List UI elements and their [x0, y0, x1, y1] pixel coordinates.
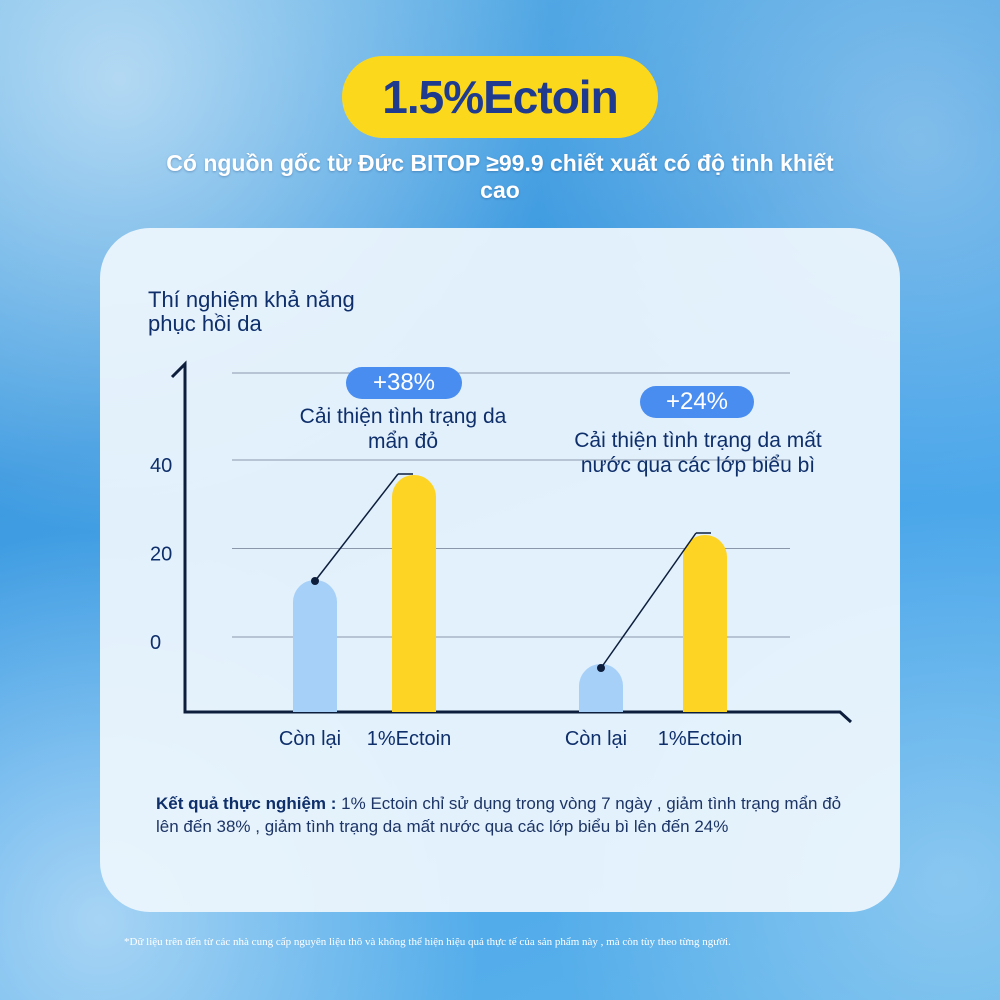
result-body: 1% Ectoin chỉ sử dụng trong vòng 7 ngày … — [156, 794, 842, 836]
connector-line — [314, 473, 399, 582]
annotation-1: Cải thiện tình trạng da mẩn đỏ — [299, 405, 507, 453]
y-tick-label: 40 — [150, 455, 172, 477]
annotation-2: Cải thiện tình trạng da mất nước qua các… — [574, 429, 822, 477]
result-text: Kết quả thực nghiệm : 1% Ectoin chỉ sử d… — [156, 792, 846, 838]
connector-dot — [597, 664, 605, 672]
change-badge-2: +24% — [640, 386, 754, 418]
chart-heading: Thí nghiệm khả năng phục hồi da — [148, 287, 355, 336]
axes — [170, 360, 853, 724]
x-label-control-2: Còn lại — [564, 728, 628, 750]
y-tick-label: 0 — [150, 632, 161, 654]
connectors — [311, 473, 711, 672]
bar-control — [579, 664, 623, 712]
axis-line — [170, 360, 853, 724]
title-badge: 1.5%Ectoin — [342, 56, 658, 138]
bar-ectoin — [683, 535, 727, 712]
bar-control — [293, 580, 337, 712]
y-tick-labels: 40 20 0 — [150, 455, 172, 654]
footnote: *Dữ liệu trên đến từ các nhà cung cấp ng… — [124, 936, 731, 948]
connector-dot — [311, 577, 319, 585]
x-label-control-1: Còn lại — [278, 728, 342, 750]
x-label-ectoin-2: 1%Ectoin — [657, 728, 743, 750]
subtitle: Có nguồn gốc từ Đức BITOP ≥99.9 chiết xu… — [166, 150, 834, 203]
chart-card — [100, 228, 900, 912]
x-label-ectoin-1: 1%Ectoin — [366, 728, 452, 750]
bars — [293, 475, 727, 712]
change-badge-1: +38% — [346, 367, 462, 399]
result-label: Kết quả thực nghiệm : — [156, 794, 337, 813]
connector-line — [600, 532, 697, 669]
y-tick-label: 20 — [150, 544, 172, 566]
bar-ectoin — [392, 475, 436, 712]
